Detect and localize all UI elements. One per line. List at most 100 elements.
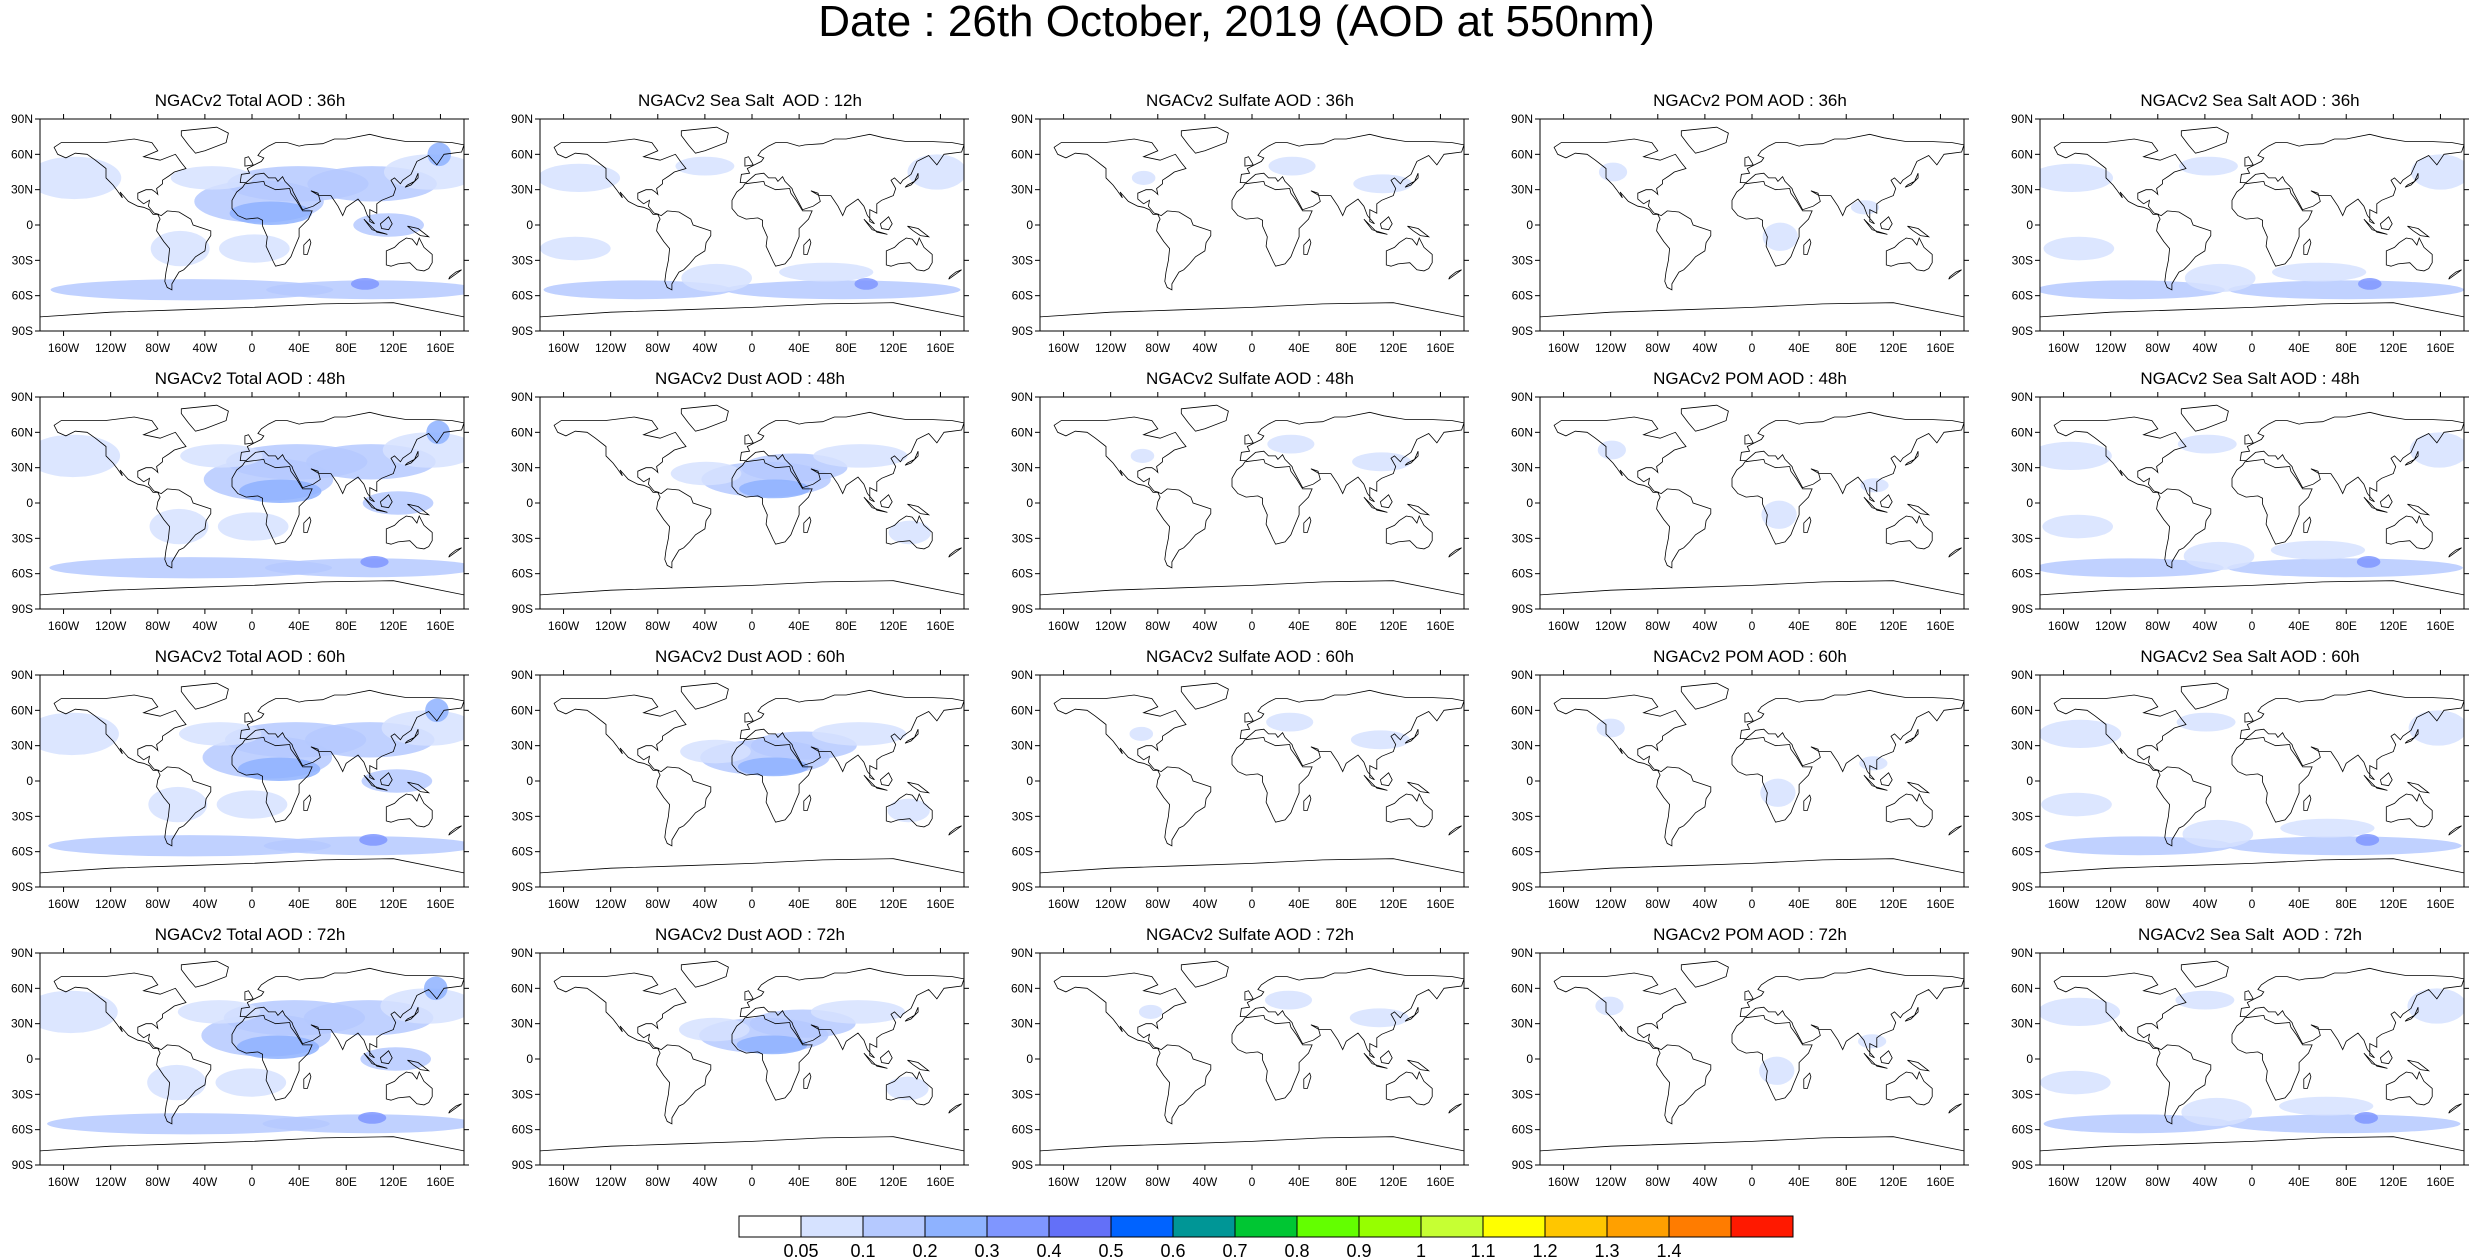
coastline-madagascar (1803, 794, 1812, 811)
coastlines (2040, 126, 2464, 318)
aod-patch (810, 1000, 906, 1024)
map-panel: NGACv2 Sea Salt AOD : 60h 90N 60N 30N 0 30S 60… (2000, 648, 2473, 920)
aod-field (2040, 988, 2464, 1134)
lon-tick-label: 160E (1926, 619, 1954, 633)
lat-tick-label: 30S (2012, 253, 2033, 267)
aod-patch (2176, 712, 2236, 732)
lon-tick-label: 40W (693, 341, 718, 355)
coastline-eurasia (2239, 967, 2464, 1059)
lon-tick-label: 40W (193, 341, 218, 355)
coastline-eurasia (2239, 689, 2464, 781)
aod-patch (2043, 1114, 2232, 1134)
coastline-australia (885, 236, 933, 272)
coastline-south-america (1156, 488, 1212, 569)
coastline-uk (244, 434, 254, 445)
lat-tick-label: 30N (1011, 739, 1033, 753)
lon-tick-label: 120W (1095, 619, 1127, 633)
lon-tick-label: 160W (1048, 897, 1080, 911)
coastline-indonesia (1863, 774, 1888, 791)
coastline-antarctica (1540, 1136, 1964, 1152)
coastline-new-zealand (2448, 825, 2462, 836)
aod-field (1131, 156, 1413, 194)
aod-patch (1130, 448, 1155, 463)
aod-patch (1598, 162, 1628, 182)
aod-patch (540, 236, 611, 261)
lon-tick-label: 80W (145, 341, 170, 355)
lat-tick-label: 30S (1512, 809, 1533, 823)
lon-tick-label: 80E (836, 1175, 857, 1189)
coastline-borneo (1879, 772, 1893, 787)
coastline-north-america (53, 694, 187, 771)
lat-tick-label: 60N (511, 981, 533, 995)
coastline-africa (2231, 736, 2313, 823)
coastline-eurasia (739, 689, 964, 781)
aod-patch (266, 280, 464, 300)
lon-tick-label: 40E (2288, 1175, 2309, 1189)
coastline-new-zealand (2448, 1103, 2462, 1114)
coastline-africa (731, 180, 813, 267)
lon-tick-label: 80E (336, 1175, 357, 1189)
colorbar-swatch (1110, 1215, 1174, 1238)
coastline-borneo (2379, 494, 2393, 509)
lat-tick-label: 30S (1512, 1087, 1533, 1101)
lat-tick-label: 0 (1526, 496, 1533, 510)
lat-tick-label: 60N (1511, 425, 1533, 439)
coastline-indonesia (1363, 1052, 1388, 1069)
aod-patch (2040, 1070, 2111, 1095)
coastline-antarctica (540, 580, 964, 596)
map-background (1040, 953, 1464, 1165)
world-map: 90N 60N 30N 0 30S 60S 90S 160W 120W 80W 40W 0 40E 80E… (1511, 113, 1969, 355)
coastline-uk (244, 712, 254, 723)
coastline-africa (231, 736, 313, 823)
lon-tick-label: 40W (193, 1175, 218, 1189)
lat-tick-label: 60N (2011, 425, 2033, 439)
lat-tick-label: 90N (511, 947, 533, 960)
coastline-australia (1385, 514, 1433, 550)
lat-tick-label: 30S (1012, 253, 1033, 267)
lon-tick-label: 120W (595, 1175, 627, 1189)
panel-title: NGACv2 Total AOD : 48h (154, 369, 346, 388)
lat-tick-label: 0 (1526, 774, 1533, 788)
lat-tick-label: 90N (511, 669, 533, 682)
map-background (2040, 675, 2464, 887)
aod-patch (2227, 558, 2463, 578)
coastline-antarctica (2040, 858, 2464, 874)
lon-tick-label: 40W (1193, 341, 1218, 355)
lat-tick-label: 0 (26, 218, 33, 232)
aod-patch (2224, 1114, 2461, 1134)
aod-patch (907, 154, 964, 190)
aod-patch (887, 798, 930, 823)
lon-tick-label: 120E (1879, 1175, 1907, 1189)
coastline-new-guinea (407, 225, 431, 238)
coastline-antarctica (2040, 1136, 2464, 1152)
coastline-japan (904, 1007, 919, 1022)
colorbar-swatch (862, 1215, 926, 1238)
colorbar-label: 0.8 (1284, 1241, 1309, 1260)
lon-tick-label: 120E (879, 619, 907, 633)
lat-tick-label: 90N (11, 947, 33, 960)
coastlines (1040, 960, 1464, 1152)
lat-tick-label: 90N (11, 391, 33, 404)
lat-tick-label: 30S (2012, 809, 2033, 823)
lon-tick-label: 40W (193, 897, 218, 911)
coastline-borneo (1379, 772, 1393, 787)
coastline-madagascar (2303, 516, 2312, 533)
coastline-greenland (680, 682, 729, 710)
aod-patch (178, 722, 262, 746)
lon-tick-label: 160E (2426, 1175, 2454, 1189)
lat-tick-label: 30N (11, 1017, 33, 1031)
coastline-south-america (156, 488, 212, 569)
aod-field (40, 420, 464, 579)
lat-tick-label: 90N (1511, 947, 1533, 960)
lat-tick-label: 30N (1511, 1017, 1533, 1031)
lat-tick-label: 60S (1012, 289, 1033, 303)
aod-patch (2280, 818, 2375, 838)
coastline-borneo (2379, 216, 2393, 231)
lat-tick-label: 60S (1012, 1123, 1033, 1137)
world-map: 90N 60N 30N 0 30S 60S 90S 160W 120W 80W 40W 0 40E 80E… (511, 669, 969, 911)
lon-tick-label: 0 (2249, 897, 2256, 911)
aod-patch (2355, 834, 2380, 846)
coastline-antarctica (1540, 302, 1964, 318)
coastline-borneo (2379, 772, 2393, 787)
lon-tick-label: 120W (2095, 341, 2127, 355)
